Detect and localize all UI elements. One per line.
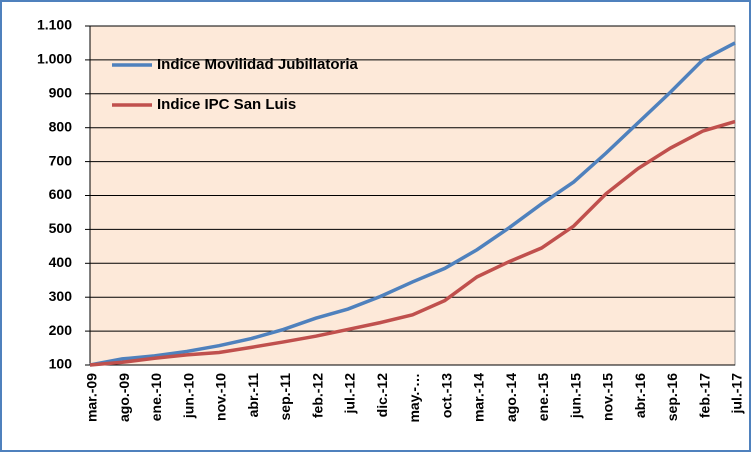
legend-label: Indice Movilidad Jubillatoria [157,56,359,73]
x-tick-label: mar.-09 [84,373,100,422]
y-tick-label: 900 [49,85,73,101]
x-tick-label: ago.-14 [503,373,519,422]
x-tick-label: jun.-15 [567,373,583,419]
x-tick-label: abr.-11 [245,373,261,418]
y-tick-label: 1.000 [37,51,72,67]
x-tick-label: nov.-10 [213,373,229,421]
y-tick-label: 500 [49,220,73,236]
x-tick-label: feb.-12 [309,373,325,418]
y-tick-label: 200 [49,322,73,338]
y-tick-label: 600 [49,186,73,202]
x-tick-label: mar.-14 [471,373,487,422]
legend-label: Indice IPC San Luis [157,96,296,113]
y-tick-label: 700 [49,152,73,168]
x-tick-label: ago.-09 [116,373,132,422]
x-tick-label: ene.-10 [148,373,164,421]
x-tick-label: jun.-10 [180,373,196,419]
x-tick-label: abr.-16 [632,373,648,418]
x-tick-label: may.-… [406,373,422,423]
series-line [89,119,736,367]
x-tick-label: oct.-13 [438,373,454,418]
x-tick-label: jul.-17 [729,373,745,415]
series-line [89,41,736,367]
x-tick-label: jul.-12 [342,373,358,415]
x-tick-label: nov.-15 [600,373,616,421]
x-tick-label: dic.-12 [374,373,390,418]
x-tick-label: sep.-16 [664,373,680,421]
y-tick-label: 1.100 [37,17,72,33]
x-tick-label: ene.-15 [535,373,551,421]
y-tick-label: 300 [49,288,73,304]
x-tick-label: feb.-17 [696,373,712,418]
y-tick-label: 800 [49,118,73,134]
y-tick-label: 400 [49,254,73,270]
x-tick-label: sep.-11 [277,373,293,421]
y-tick-label: 100 [49,356,73,372]
